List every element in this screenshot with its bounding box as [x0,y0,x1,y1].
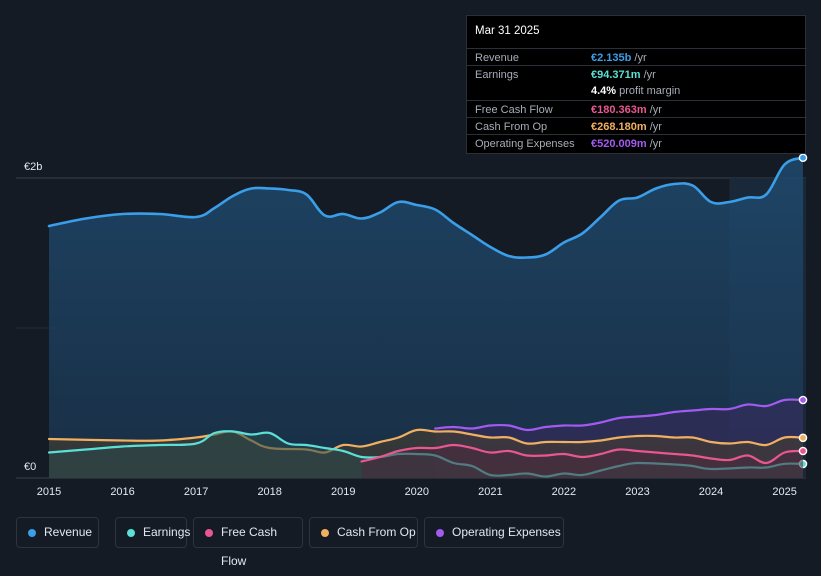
x-tick-label: 2019 [331,486,355,498]
tooltip-row: Operating Expenses €520.009m /yr [467,134,807,152]
legend-item-earnings[interactable]: Earnings [115,517,191,548]
chart: €2b €0 2015 2016 2017 2018 2019 2020 2021 2022 202… [16,153,808,498]
series-line-operating-expenses [434,398,805,432]
tooltip-row-value: €94.371m /yr [591,69,656,81]
tooltip-row: Free Cash Flow €180.363m /yr [467,100,807,118]
series-area-revenue [49,157,803,479]
x-tick-label: 2016 [110,486,134,498]
x-tick-label: 2017 [184,486,208,498]
series-endpoint-revenue [798,153,808,163]
legend-dot-icon [28,529,36,537]
tooltip-row-label: Revenue [475,52,520,64]
tooltip-row-label: Free Cash Flow [475,104,553,116]
x-tick-label: 2024 [699,486,723,498]
series-endpoint-cash-from-op [798,433,808,443]
series-line-revenue [47,156,805,259]
tooltip: Mar 31 2025 Revenue €2.135b /yr Earnings €9… [466,15,807,154]
series-endpoint-operating-expenses [798,395,808,405]
tooltip-row-value: €180.363m /yr [591,104,662,116]
legend-dot-icon [205,529,213,537]
tooltip-row-label: Operating Expenses [475,138,575,150]
tooltip-row-label: Cash From Op [475,121,548,133]
legend-label: Earnings [143,525,191,539]
x-tick-label: 2015 [37,486,61,498]
x-tick-label: 2018 [257,486,281,498]
tooltip-row: Cash From Op €268.180m /yr [467,117,807,135]
legend-item-operating-expenses[interactable]: Operating Expenses [424,517,564,548]
legend-dot-icon [321,529,329,537]
x-tick-label: 2022 [552,486,576,498]
series-area-free-cash-flow [361,445,803,478]
tooltip-row-value: €268.180m /yr [591,121,662,133]
x-tick-label: 2025 [772,486,796,498]
legend-label: Cash From Op [337,525,416,539]
legend-dot-icon [436,529,444,537]
x-tick-label: 2021 [478,486,502,498]
legend-item-cash-from-op[interactable]: Cash From Op [309,517,418,548]
tooltip-row: 4.4% profit margin [467,82,807,99]
tooltip-row-value: 4.4% profit margin [591,85,681,97]
legend-item-free-cash-flow[interactable]: Free Cash Flow [193,517,303,568]
x-tick-label: 2023 [625,486,649,498]
series-endpoint-free-cash-flow [798,446,808,456]
tooltip-row-value: €2.135b /yr [591,52,647,64]
tooltip-date: Mar 31 2025 [475,25,540,37]
tooltip-row: Earnings €94.371m /yr [467,65,807,83]
y-axis-label-zero: €0 [24,461,36,473]
tooltip-row-label: Earnings [475,69,519,81]
legend-label: Revenue [44,525,93,539]
tooltip-row-value: €520.009m /yr [591,138,662,150]
x-tick-label: 2020 [405,486,429,498]
y-axis-label-top: €2b [24,161,42,173]
legend-label: Free Cash Flow [221,525,278,568]
tooltip-row: Revenue €2.135b /yr [467,48,807,66]
legend-dot-icon [127,529,135,537]
series-line-free-cash-flow [360,443,805,465]
legend-item-revenue[interactable]: Revenue [16,517,99,548]
legend-label: Operating Expenses [452,525,561,539]
